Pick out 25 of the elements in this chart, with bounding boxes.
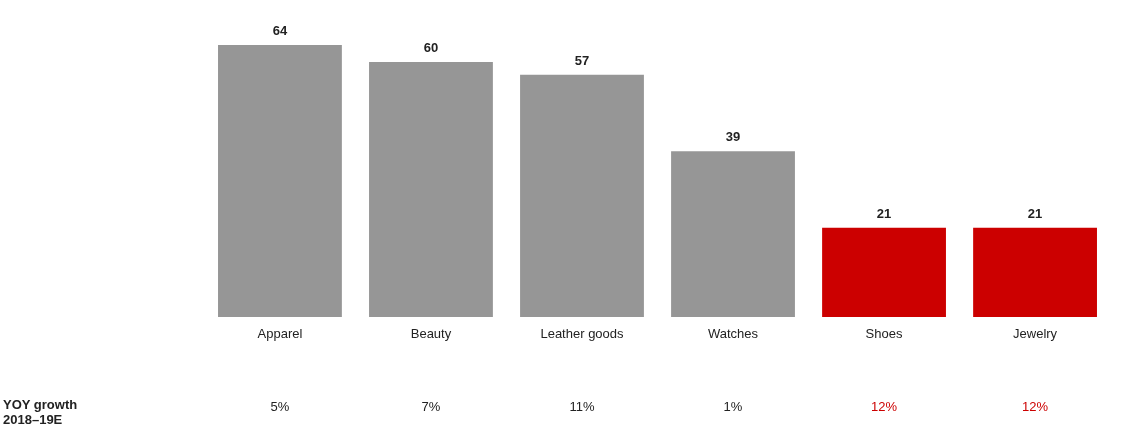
data-label: 21 <box>1027 205 1043 221</box>
text: 11% <box>569 399 595 414</box>
data-label: 60 <box>423 39 439 55</box>
text: 1% <box>723 399 743 414</box>
x-tick-label: Leather goods <box>540 325 625 341</box>
bar <box>369 61 493 317</box>
x-tick-label: Shoes <box>865 325 903 341</box>
x-tick-label: Jewelry <box>1013 325 1058 341</box>
bar <box>822 227 946 317</box>
text: 12% <box>871 399 898 414</box>
data-label: 64 <box>272 22 288 38</box>
text: 7% <box>421 399 441 414</box>
bar <box>671 151 795 317</box>
bar <box>218 44 342 317</box>
x-tick-label: Watches <box>707 325 759 341</box>
x-tick-label: Apparel <box>257 325 303 341</box>
text: 12% <box>1022 399 1049 414</box>
x-tick-label: Beauty <box>410 325 452 341</box>
data-label: 21 <box>876 205 892 221</box>
data-label: 39 <box>725 129 741 145</box>
bar <box>973 227 1097 317</box>
text: YOY growth 2018–19E <box>3 397 78 427</box>
text: 5% <box>270 399 290 414</box>
data-label: 57 <box>574 52 590 68</box>
bar <box>520 74 644 317</box>
